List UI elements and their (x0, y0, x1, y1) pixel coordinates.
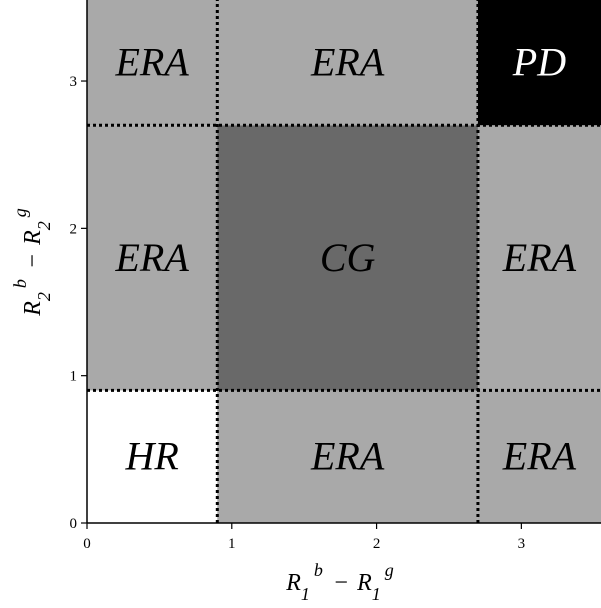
threshold-layer (87, 0, 601, 523)
y-tick-label-0: 0 (70, 516, 78, 532)
region-label-5: ERA (502, 235, 577, 280)
y-axis-label-sub1: 2 (34, 292, 54, 301)
region-label-0: HR (124, 434, 178, 479)
axes (86, 0, 601, 524)
x-axis-label-sub1: 1 (301, 584, 310, 604)
x-tick-label-1: 1 (228, 536, 236, 552)
region-label-4: CG (320, 235, 376, 280)
region-label-6: ERA (114, 40, 189, 85)
region-label-3: ERA (114, 235, 189, 280)
y-axis-label-sub2: 2 (34, 221, 54, 230)
region-cell-5 (477, 125, 601, 391)
region-label-7: ERA (310, 40, 385, 85)
x-tick-label-0: 0 (83, 536, 91, 552)
region-label-layer: HR ERA ERA ERA CG ERA ERA ERA PD (114, 40, 576, 479)
region-cell-7 (217, 0, 478, 126)
y-axis-label-sup1: b (10, 279, 30, 288)
x-axis-label-minus: − (333, 570, 349, 596)
region-cell-2 (477, 390, 601, 523)
y-tick-layer: 0 1 2 3 (70, 74, 87, 532)
x-axis-label-base: R (285, 570, 301, 596)
y-axis-label-base2: R (20, 230, 46, 246)
x-axis-label-sup2: g (385, 560, 394, 580)
region-label-1: ERA (310, 434, 385, 479)
region-cell-1 (217, 390, 478, 523)
x-axis-label-sub2: 1 (372, 584, 381, 604)
y-axis-label-base: R (20, 301, 46, 317)
x-axis-label-base2: R (356, 570, 372, 596)
x-tick-layer: 0 1 2 3 (83, 523, 525, 552)
region-cell-8 (477, 0, 601, 126)
y-axis-label: R2b−R2g (10, 208, 54, 317)
region-cell-3 (87, 125, 218, 391)
region-layer (87, 0, 601, 523)
region-label-2: ERA (502, 434, 577, 479)
region-cell-6 (87, 0, 218, 126)
x-tick-label-2: 2 (373, 536, 381, 552)
region-cell-0 (87, 390, 218, 523)
y-axis-label-minus: − (20, 253, 46, 269)
y-tick-label-3: 3 (70, 74, 78, 90)
x-axis-label-sup1: b (314, 560, 323, 580)
y-tick-label-1: 1 (70, 369, 78, 385)
region-label-8: PD (512, 40, 566, 85)
y-axis-label-sup2: g (10, 208, 30, 217)
x-tick-label-3: 3 (518, 536, 526, 552)
region-cell-4 (217, 125, 478, 391)
x-axis-label: R1b − R1g (285, 560, 394, 604)
y-tick-label-2: 2 (70, 221, 78, 237)
